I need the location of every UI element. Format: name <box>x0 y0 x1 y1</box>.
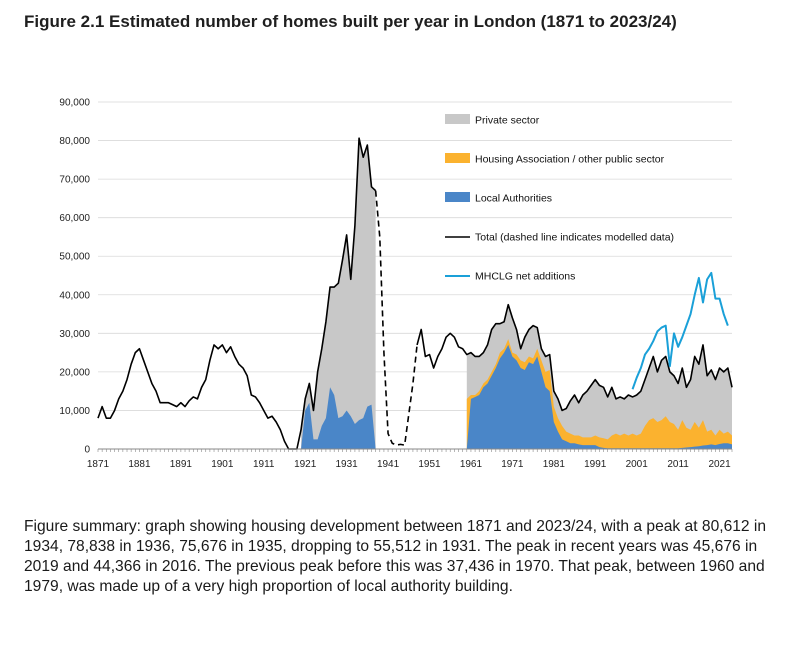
private-sector-area <box>301 138 376 449</box>
total-line <box>97 137 377 450</box>
legend-swatch-housing-association <box>445 153 470 163</box>
x-tick-label: 1961 <box>460 459 483 470</box>
chart-svg: 0 10,000 20,000 30,000 40,000 50,000 60,000 70,… <box>59 98 733 470</box>
x-tick-label: 2021 <box>708 459 731 470</box>
y-tick-label: 50,000 <box>59 252 90 263</box>
figure-summary: Figure summary: graph showing housing de… <box>24 518 767 595</box>
x-tick-label: 1871 <box>87 459 110 470</box>
legend-label-private: Private sector <box>475 115 540 127</box>
stacked-areas <box>301 138 732 449</box>
y-tick-label: 80,000 <box>59 136 90 147</box>
x-tick-label: 1891 <box>170 459 193 470</box>
x-tick-label: 1931 <box>336 459 359 470</box>
total-line <box>416 303 733 412</box>
total-line-modelled <box>374 190 418 446</box>
x-tick-label: 2011 <box>667 459 689 470</box>
series-lines <box>97 137 733 450</box>
y-tick-label: 40,000 <box>59 290 90 301</box>
y-tick-label: 10,000 <box>59 406 90 417</box>
x-tick-label: 1991 <box>584 459 607 470</box>
x-tick-label: 2001 <box>626 459 649 470</box>
x-tick-label: 1881 <box>128 459 151 470</box>
local-authority-area <box>466 344 732 449</box>
legend-swatch-local-authority <box>445 192 470 202</box>
x-tick-label: 1911 <box>253 459 275 470</box>
x-tick-label: 1971 <box>501 459 524 470</box>
chart: 0 10,000 20,000 30,000 40,000 50,000 60,000 70,… <box>20 78 760 478</box>
local-authority-area <box>301 387 376 449</box>
x-tick-label: 1901 <box>211 459 234 470</box>
legend-label-mhclg: MHCLG net additions <box>475 271 575 283</box>
legend-label-housing-association: Housing Association / other public secto… <box>475 154 665 166</box>
figure-title: Figure 2.1 Estimated number of homes bui… <box>24 12 677 31</box>
x-tick-label: 1921 <box>294 459 317 470</box>
gridlines <box>98 101 732 411</box>
y-tick-label: 0 <box>84 445 90 456</box>
legend-label-local-authority: Local Authorities <box>475 193 552 205</box>
x-tick-label: 1951 <box>418 459 441 470</box>
y-tick-label: 60,000 <box>59 213 90 224</box>
y-tick-label: 90,000 <box>59 98 90 109</box>
legend-label-total: Total (dashed line indicates modelled da… <box>475 232 674 244</box>
x-tick-label: 1981 <box>543 459 566 470</box>
y-tick-label: 20,000 <box>59 367 90 378</box>
x-tick-label: 1941 <box>377 459 400 470</box>
y-tick-label: 70,000 <box>59 175 90 186</box>
axes: 0 10,000 20,000 30,000 40,000 50,000 60,000 70,… <box>59 98 733 470</box>
mhclg-line <box>631 271 729 390</box>
legend-swatch-private <box>445 114 470 124</box>
legend: Private sector Housing Association / othe… <box>445 114 674 283</box>
y-tick-label: 30,000 <box>59 329 90 340</box>
